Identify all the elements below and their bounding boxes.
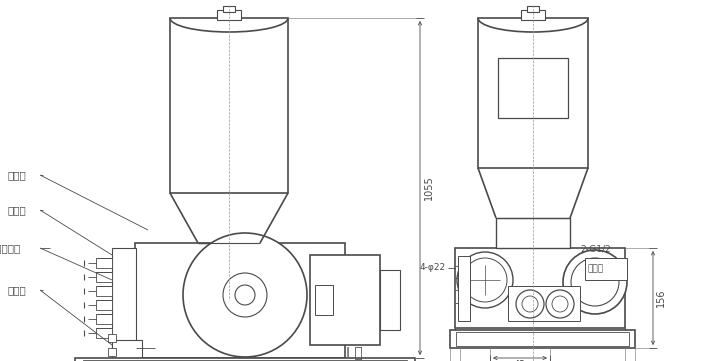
Circle shape: [183, 233, 307, 357]
Bar: [112, 340, 142, 358]
Bar: [75, 358, 415, 361]
Text: 溢流阀: 溢流阀: [8, 170, 27, 180]
Circle shape: [563, 250, 627, 314]
Bar: [478, 18, 588, 168]
Bar: [96, 314, 112, 324]
Circle shape: [516, 290, 544, 318]
Bar: [458, 256, 470, 321]
Bar: [223, 6, 235, 12]
Bar: [170, 18, 288, 193]
Bar: [498, 58, 568, 118]
Bar: [455, 248, 625, 328]
Text: 156: 156: [656, 289, 666, 307]
Bar: [450, 330, 635, 348]
Bar: [315, 285, 333, 315]
Text: 1055: 1055: [424, 175, 434, 200]
Circle shape: [552, 296, 568, 312]
Text: 二位四通阀: 二位四通阀: [0, 243, 21, 253]
Bar: [96, 328, 112, 338]
Bar: [456, 332, 629, 346]
Circle shape: [463, 258, 507, 302]
Bar: [83, 360, 407, 361]
Circle shape: [457, 252, 513, 308]
Text: 4-φ22: 4-φ22: [420, 264, 446, 273]
Bar: [108, 348, 116, 356]
Circle shape: [235, 285, 255, 305]
Circle shape: [546, 290, 574, 318]
Bar: [96, 286, 112, 296]
Circle shape: [571, 258, 619, 306]
Bar: [496, 218, 570, 248]
Text: Ⅰ 型: Ⅰ 型: [345, 345, 362, 359]
Text: 出油口: 出油口: [587, 265, 603, 274]
Bar: [96, 258, 112, 268]
Circle shape: [223, 273, 267, 317]
Bar: [310, 255, 380, 345]
Text: 42: 42: [514, 360, 526, 361]
Bar: [527, 6, 539, 12]
Circle shape: [522, 296, 538, 312]
Bar: [135, 243, 345, 358]
Bar: [112, 248, 136, 348]
Bar: [585, 258, 627, 280]
Text: 2-G1/2: 2-G1/2: [580, 244, 610, 253]
Text: 压力表: 压力表: [8, 205, 27, 215]
Bar: [96, 300, 112, 310]
Bar: [521, 10, 545, 20]
Bar: [217, 10, 241, 20]
Text: 集油器: 集油器: [8, 285, 27, 295]
Bar: [380, 270, 400, 330]
Bar: [508, 286, 580, 321]
Bar: [108, 334, 116, 342]
Bar: [96, 272, 112, 282]
